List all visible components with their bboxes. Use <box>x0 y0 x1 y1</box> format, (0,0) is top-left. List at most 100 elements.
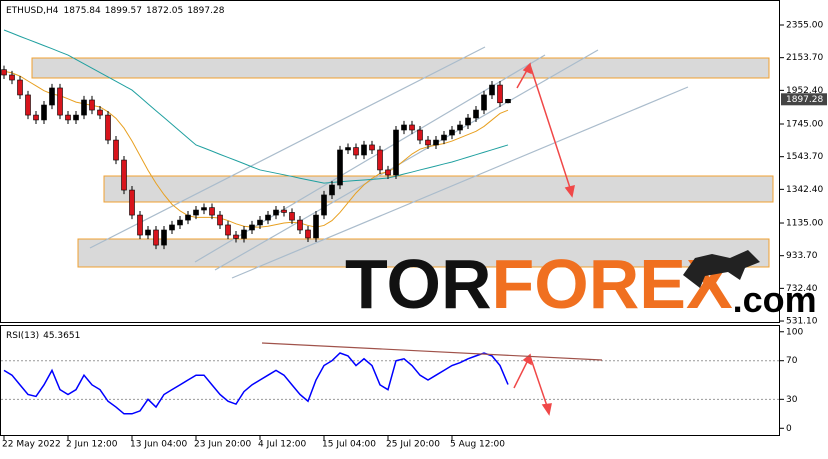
y-tick-label: 531.10 <box>786 317 818 327</box>
x-tick-label: 4 Jul 12:00 <box>258 440 307 450</box>
candle-body <box>17 79 23 96</box>
candle-body <box>409 124 415 131</box>
candle-body <box>281 209 287 213</box>
y-tick-label: 1952.40 <box>786 86 823 96</box>
zone <box>77 238 770 268</box>
candle-body <box>489 84 495 96</box>
candle-body <box>41 104 47 121</box>
candle-body <box>441 134 447 141</box>
candle-body <box>361 144 367 156</box>
candle-body <box>249 224 255 231</box>
trend-line <box>231 86 689 279</box>
price-marker <box>781 93 827 106</box>
candle-body <box>233 234 239 239</box>
watermark-part: FOREX <box>492 245 733 323</box>
candle-body <box>177 219 183 226</box>
candle-body <box>345 147 351 151</box>
y-tick-label: 933.70 <box>786 251 818 261</box>
y-tick-label: 1135.00 <box>786 219 823 229</box>
candle-body <box>225 224 231 236</box>
candle-body <box>401 124 407 131</box>
chart-title: ETHUSD,H4 <box>6 6 59 16</box>
y-tick-label: 2355.00 <box>786 20 823 30</box>
y-tick-label: 732.40 <box>786 284 818 294</box>
candle-body <box>185 214 191 221</box>
plot: 2355.00 2153.70 1952.40 1745.00 1543.70 1342.… <box>1 20 827 450</box>
candle-body <box>297 219 303 231</box>
candle-body <box>465 117 471 126</box>
rsi-title: RSI(13) <box>6 331 39 341</box>
moving-average <box>3 29 509 184</box>
candle-body <box>113 139 119 161</box>
x-tick-label: 25 Jul 20:00 <box>386 440 440 450</box>
ohlc: 1897.28 <box>187 6 224 16</box>
candle-body <box>425 139 431 146</box>
ohlc: 1899.57 <box>105 6 142 16</box>
rsi-line <box>3 352 509 415</box>
forecast <box>513 62 575 416</box>
candle-body <box>49 87 55 106</box>
x-tick-label: 15 Jul 04:00 <box>322 440 376 450</box>
candle-body <box>65 114 71 121</box>
candle-body <box>129 189 135 216</box>
trend-line <box>89 46 486 249</box>
rsi-panel <box>0 325 780 436</box>
ohlc: 1872.05 <box>146 6 183 16</box>
candle-body <box>153 229 159 246</box>
candle-body <box>433 139 439 146</box>
arrow-head <box>522 62 575 198</box>
x-tick-label: 23 Jun 20:00 <box>194 440 251 450</box>
candle-body <box>481 94 487 111</box>
zone <box>31 57 770 79</box>
ohlc: 1875.84 <box>64 6 101 16</box>
watermark: TORFOREX.com <box>345 245 817 323</box>
candle-body <box>97 109 103 116</box>
candle-body <box>305 229 311 239</box>
x-tick-label: 2 Jun 12:00 <box>66 440 118 450</box>
candle-body <box>265 214 271 221</box>
watermark-text: TORFOREX.com <box>345 245 817 323</box>
candle-body <box>9 74 15 81</box>
candle-body <box>145 229 151 236</box>
x-tick-label: 13 Jun 04:00 <box>130 440 187 450</box>
frame <box>0 0 780 436</box>
watermark-part: .com <box>733 279 817 320</box>
y-tick-label: 100 <box>786 327 803 337</box>
candle-body <box>241 229 247 239</box>
x-tick-label: 22 May 2022 <box>2 440 61 450</box>
candle-body <box>89 99 95 111</box>
candle-body <box>353 147 359 156</box>
candle-body <box>417 129 423 141</box>
candle-body <box>81 99 87 116</box>
candle-body <box>457 124 463 131</box>
x-tick-label: 5 Aug 12:00 <box>450 440 505 450</box>
y-tick-label: 2153.70 <box>786 53 823 63</box>
chart-header: ETHUSD,H4 1875.84 1899.57 1872.05 1897.28 <box>6 6 225 16</box>
watermark-part: TOR <box>345 245 492 323</box>
candle-body <box>137 214 143 236</box>
arrow-head <box>522 353 552 416</box>
y-tick-label: 1543.70 <box>786 152 823 162</box>
trend-line <box>214 49 599 271</box>
candle-body <box>385 169 391 176</box>
rsi-header: RSI(13) 45.3651 <box>6 331 80 341</box>
candle-body <box>57 87 63 116</box>
price-panel <box>0 0 780 323</box>
candle-body <box>473 109 479 119</box>
candle-body <box>193 209 199 216</box>
candle-body <box>73 114 79 121</box>
candle-body <box>321 194 327 216</box>
y-tick-label: 1342.40 <box>786 185 823 195</box>
candle-body <box>449 129 455 136</box>
candle-body <box>257 219 263 226</box>
candle-body <box>377 149 383 171</box>
candle-body <box>273 209 279 216</box>
y-tick-label: 1745.00 <box>786 120 823 130</box>
candle-body <box>217 214 223 226</box>
candle-body <box>169 224 175 231</box>
y-tick-label: 0 <box>786 424 792 434</box>
moving-average <box>3 70 509 228</box>
candle-body <box>329 184 335 196</box>
